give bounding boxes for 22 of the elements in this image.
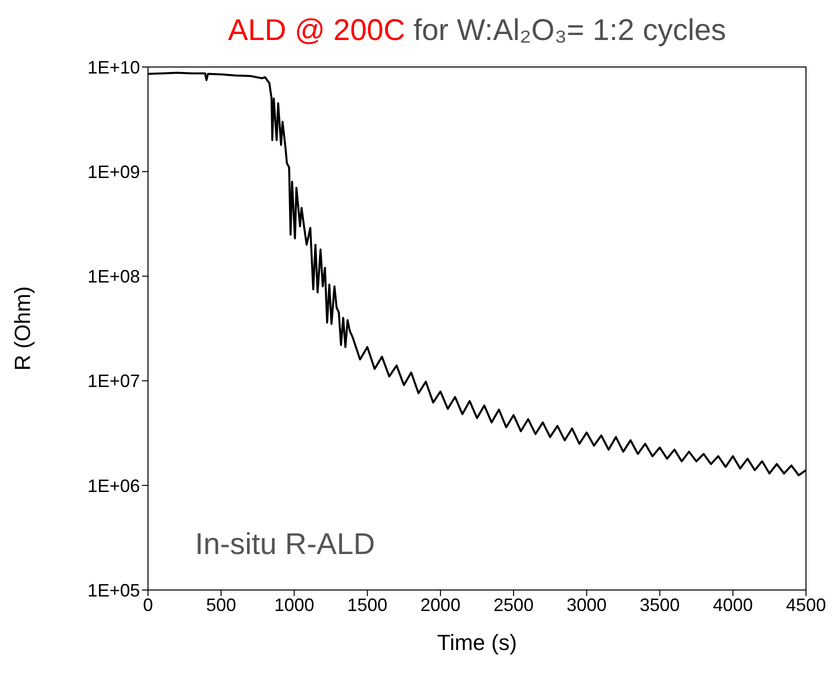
x-tick-label: 3500	[640, 594, 680, 615]
x-tick-label: 3000	[566, 594, 607, 615]
y-tick-label: 1E+05	[87, 580, 140, 600]
x-tick-label: 500	[206, 594, 236, 615]
x-tick-label: 4500	[786, 594, 826, 615]
line-series	[148, 72, 806, 476]
x-tick-label: 4000	[712, 594, 753, 615]
x-tick-label: 0	[142, 594, 154, 615]
y-tick-label: 1E+10	[87, 57, 140, 78]
x-axis-title: Time (s)	[437, 630, 517, 655]
y-tick-label: 1E+07	[87, 371, 140, 392]
chart-title: ALD @ 200C	[228, 14, 406, 47]
x-tick-label: 2500	[494, 594, 534, 615]
y-tick-label: 1E+06	[87, 476, 140, 496]
y-axis-title: R (Ohm)	[10, 286, 35, 371]
y-tick-label: 1E+08	[87, 266, 140, 287]
annotation: In-situ R-ALD	[195, 528, 376, 561]
y-tick-label: 1E+09	[87, 162, 140, 182]
x-tick-label: 1500	[347, 594, 388, 615]
x-tick-label: 1000	[274, 594, 314, 615]
chart-subtitle: for W:Al₂O₃= 1:2 cycles	[413, 14, 726, 47]
x-tick-label: 2000	[420, 594, 460, 615]
